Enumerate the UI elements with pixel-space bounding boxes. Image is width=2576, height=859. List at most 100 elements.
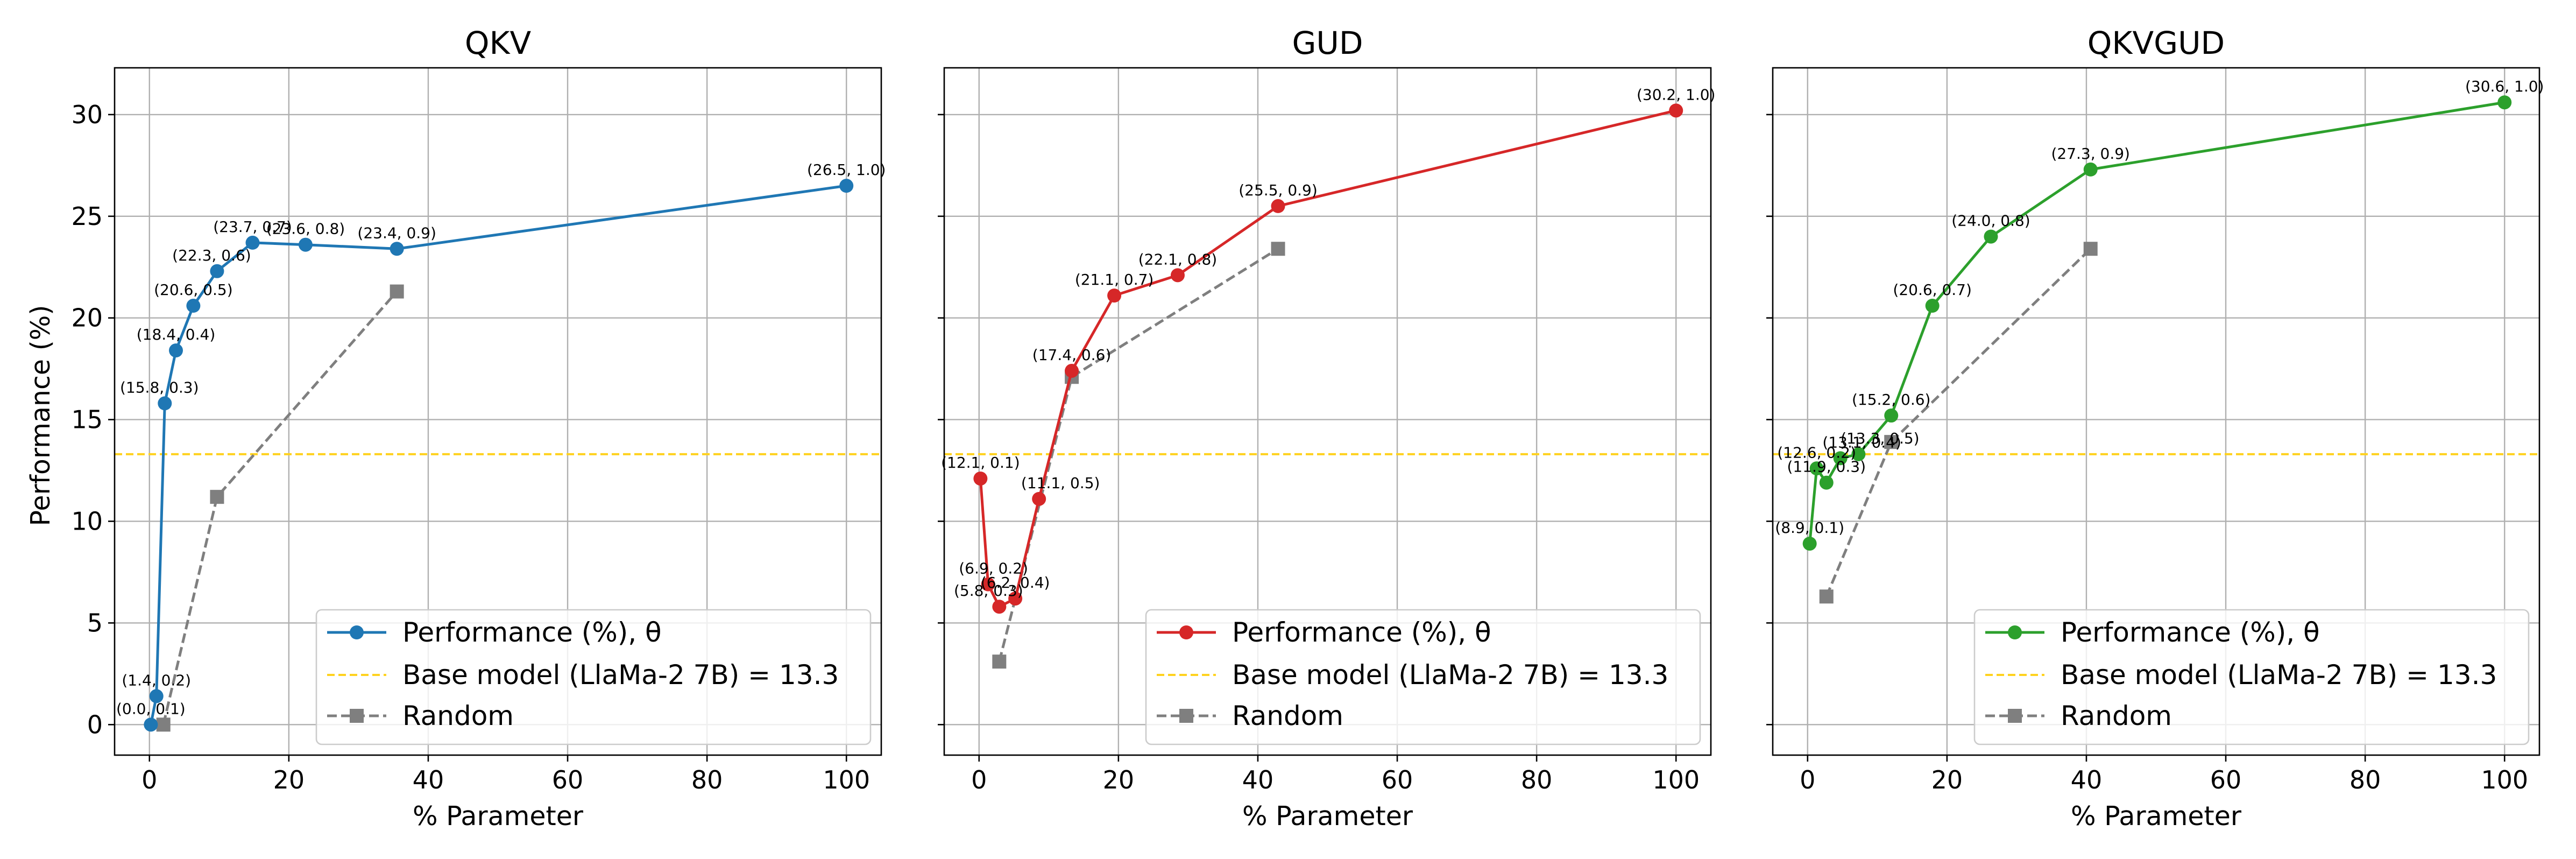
- random-line: [162, 290, 398, 725]
- performance-marker: [298, 237, 313, 252]
- performance-marker: [1669, 103, 1683, 118]
- performance-marker: [1065, 363, 1079, 378]
- data-label: (15.8, 0.3): [120, 378, 199, 396]
- legend-marker-random: [350, 709, 364, 723]
- data-label: (30.2, 1.0): [1637, 86, 1716, 103]
- data-label: (23.4, 0.9): [357, 224, 436, 242]
- x-tick-label: 20: [273, 765, 305, 794]
- data-label: (18.4, 0.4): [137, 326, 216, 343]
- data-label: (6.9, 0.2): [959, 560, 1028, 578]
- performance-marker: [1925, 299, 1940, 313]
- x-tick-label: 60: [1382, 765, 1413, 794]
- data-label: (6.2, 0.4): [981, 574, 1050, 592]
- performance-marker: [1809, 461, 1824, 476]
- x-tick-label: 0: [1800, 765, 1815, 794]
- legend-box: [1145, 609, 1701, 745]
- performance-marker: [2497, 95, 2512, 110]
- x-tick-label: 100: [2481, 765, 2528, 794]
- data-label: (23.6, 0.8): [266, 220, 345, 238]
- x-tick-label: 60: [2210, 765, 2242, 794]
- data-label: (11.1, 0.5): [1021, 474, 1100, 492]
- y-tick-label: 15: [71, 405, 103, 434]
- x-axis-label: % Parameter: [413, 801, 584, 832]
- performance-line: [1808, 101, 2505, 544]
- chart-panel-2: (12.1, 0.1) (6.9, 0.2) (5.8, 0.3)(6.2, 0.4…: [938, 25, 1715, 832]
- performance-marker: [992, 600, 1007, 614]
- data-label: (24.0, 0.8): [1951, 212, 2030, 230]
- x-tick-label: 20: [1931, 765, 1963, 794]
- random-marker: [1271, 242, 1285, 256]
- random-line: [997, 248, 1279, 662]
- performance-marker: [973, 471, 988, 486]
- performance-marker: [245, 235, 260, 250]
- performance-marker: [149, 689, 164, 703]
- performance-marker: [1833, 451, 1848, 466]
- performance-marker: [1032, 491, 1046, 506]
- legend-label: Random: [402, 700, 514, 731]
- y-axis-label: Performance (%): [25, 305, 56, 526]
- performance-marker: [1107, 288, 1122, 303]
- legend-label: Base model (LlaMa-2 7B) = 13.3: [2061, 659, 2497, 691]
- y-tick-label: 0: [87, 710, 103, 739]
- performance-marker: [186, 299, 201, 313]
- x-tick-label: 80: [1521, 765, 1553, 794]
- legend-label: Performance (%), θ: [402, 617, 662, 648]
- random-marker: [2083, 242, 2098, 256]
- y-tick-label: 5: [87, 608, 103, 637]
- legend-label: Performance (%), θ: [2061, 617, 2320, 648]
- performance-marker: [1170, 268, 1185, 283]
- legend-label: Base model (LlaMa-2 7B) = 13.3: [1232, 659, 1668, 691]
- x-tick-label: 80: [691, 765, 723, 794]
- random-marker: [1819, 589, 1834, 604]
- data-label: (13.1, 0.4): [1822, 433, 1901, 451]
- chart-panel-3: (8.9, 0.1) (12.6, 0.2)(11.9, 0.3) (13.1, 0…: [1766, 25, 2544, 832]
- x-axis-label: % Parameter: [2071, 801, 2242, 832]
- random-line: [1825, 248, 2092, 597]
- data-label: (30.6, 1.0): [2465, 78, 2544, 95]
- performance-marker: [1884, 409, 1899, 423]
- legend-marker-performance: [2008, 625, 2022, 639]
- x-tick-label: 100: [823, 765, 870, 794]
- data-label: (12.6, 0.2): [1777, 443, 1856, 461]
- legend-marker-random: [1179, 709, 1193, 723]
- x-tick-label: 80: [2349, 765, 2381, 794]
- y-tick-label: 30: [71, 100, 103, 129]
- legend-box: [315, 609, 872, 745]
- data-label: (20.6, 0.5): [154, 281, 233, 299]
- x-tick-label: 40: [413, 765, 444, 794]
- x-tick-label: 0: [971, 765, 987, 794]
- data-label: (8.9, 0.1): [1775, 519, 1844, 537]
- data-label: (1.4, 0.2): [122, 671, 191, 689]
- data-label: (5.8, 0.3): [954, 582, 1023, 600]
- performance-marker: [1851, 447, 1866, 461]
- legend-box: [1973, 609, 2530, 745]
- data-label: (21.1, 0.7): [1075, 271, 1154, 288]
- data-label: (27.3, 0.9): [2051, 145, 2130, 163]
- performance-line: [979, 109, 1676, 609]
- performance-marker: [839, 179, 854, 193]
- y-tick-label: 10: [71, 507, 103, 536]
- performance-marker: [210, 264, 224, 278]
- x-axis-label: % Parameter: [1242, 801, 1413, 832]
- performance-marker: [1819, 475, 1834, 490]
- data-label: (13.3, 0.5): [1841, 430, 1920, 447]
- axes-frame: [943, 67, 1712, 756]
- x-tick-label: 0: [141, 765, 157, 794]
- data-label: (0.0, 0.1): [116, 700, 186, 717]
- performance-line: [149, 184, 847, 725]
- data-label: (26.5, 1.0): [807, 161, 886, 179]
- axes-frame: [114, 67, 882, 756]
- performance-marker: [390, 242, 404, 256]
- chart-title: GUD: [1292, 25, 1363, 61]
- legend-label: Random: [2061, 700, 2172, 731]
- legend-label: Base model (LlaMa-2 7B) = 13.3: [402, 659, 839, 691]
- data-label: (22.3, 0.6): [172, 247, 251, 264]
- performance-marker: [169, 343, 183, 358]
- random-marker: [1884, 435, 1899, 449]
- legend-label: Performance (%), θ: [1232, 617, 1491, 648]
- performance-marker: [1802, 537, 1817, 551]
- legend-label: Random: [1232, 700, 1343, 731]
- data-label: (12.1, 0.1): [941, 454, 1020, 471]
- random-marker: [390, 284, 404, 299]
